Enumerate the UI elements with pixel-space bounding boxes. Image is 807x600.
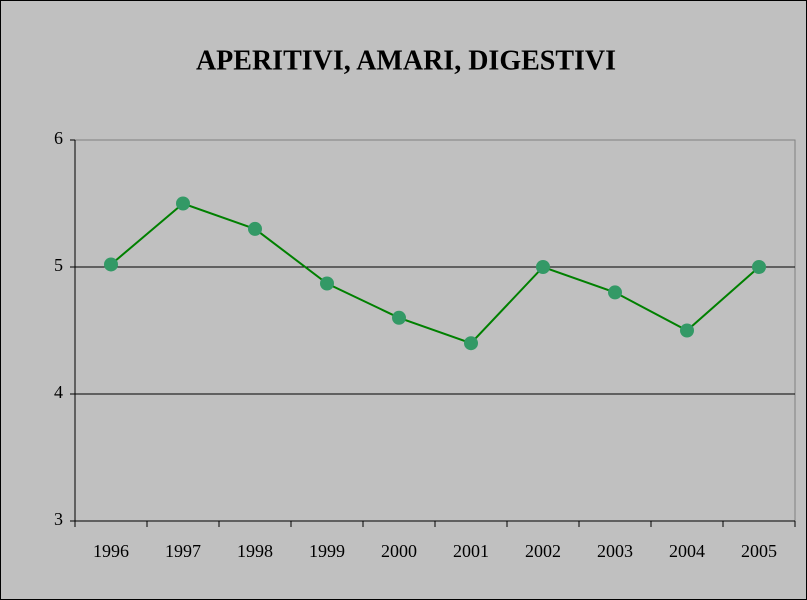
data-point	[320, 276, 334, 291]
chart-title: APERITIVI, AMARI, DIGESTIVI	[196, 45, 616, 76]
data-point	[176, 196, 190, 211]
x-tick-label: 2002	[525, 541, 561, 561]
series-line	[110, 202, 760, 345]
data-point	[680, 323, 694, 338]
data-point	[608, 285, 622, 300]
y-tick-label: 6	[54, 128, 63, 148]
x-tick-label: 1997	[165, 541, 201, 561]
data-point	[464, 336, 478, 351]
x-tick-label: 2004	[669, 541, 705, 561]
data-point	[752, 260, 766, 274]
x-tick-label: 2000	[381, 541, 417, 561]
y-tick-label: 3	[54, 509, 63, 529]
x-tick-label: 2003	[597, 541, 633, 561]
y-tick-label: 5	[54, 255, 63, 275]
y-tick-label: 4	[54, 382, 63, 402]
x-tick-label: 2005	[741, 541, 777, 561]
x-tick-label: 2001	[453, 541, 489, 561]
data-point	[392, 310, 406, 325]
x-tick-label: 1996	[93, 541, 129, 561]
x-tick-label: 1999	[309, 541, 345, 561]
data-point	[248, 221, 262, 236]
data-point	[104, 257, 118, 272]
data-point	[536, 260, 550, 274]
x-tick-label: 1998	[237, 541, 273, 561]
